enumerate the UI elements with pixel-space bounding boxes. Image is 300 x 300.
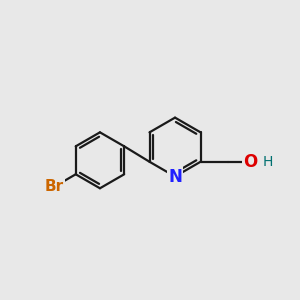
Text: Br: Br bbox=[44, 179, 64, 194]
Text: O: O bbox=[244, 153, 258, 171]
Text: H: H bbox=[263, 155, 273, 169]
Text: N: N bbox=[168, 167, 182, 185]
